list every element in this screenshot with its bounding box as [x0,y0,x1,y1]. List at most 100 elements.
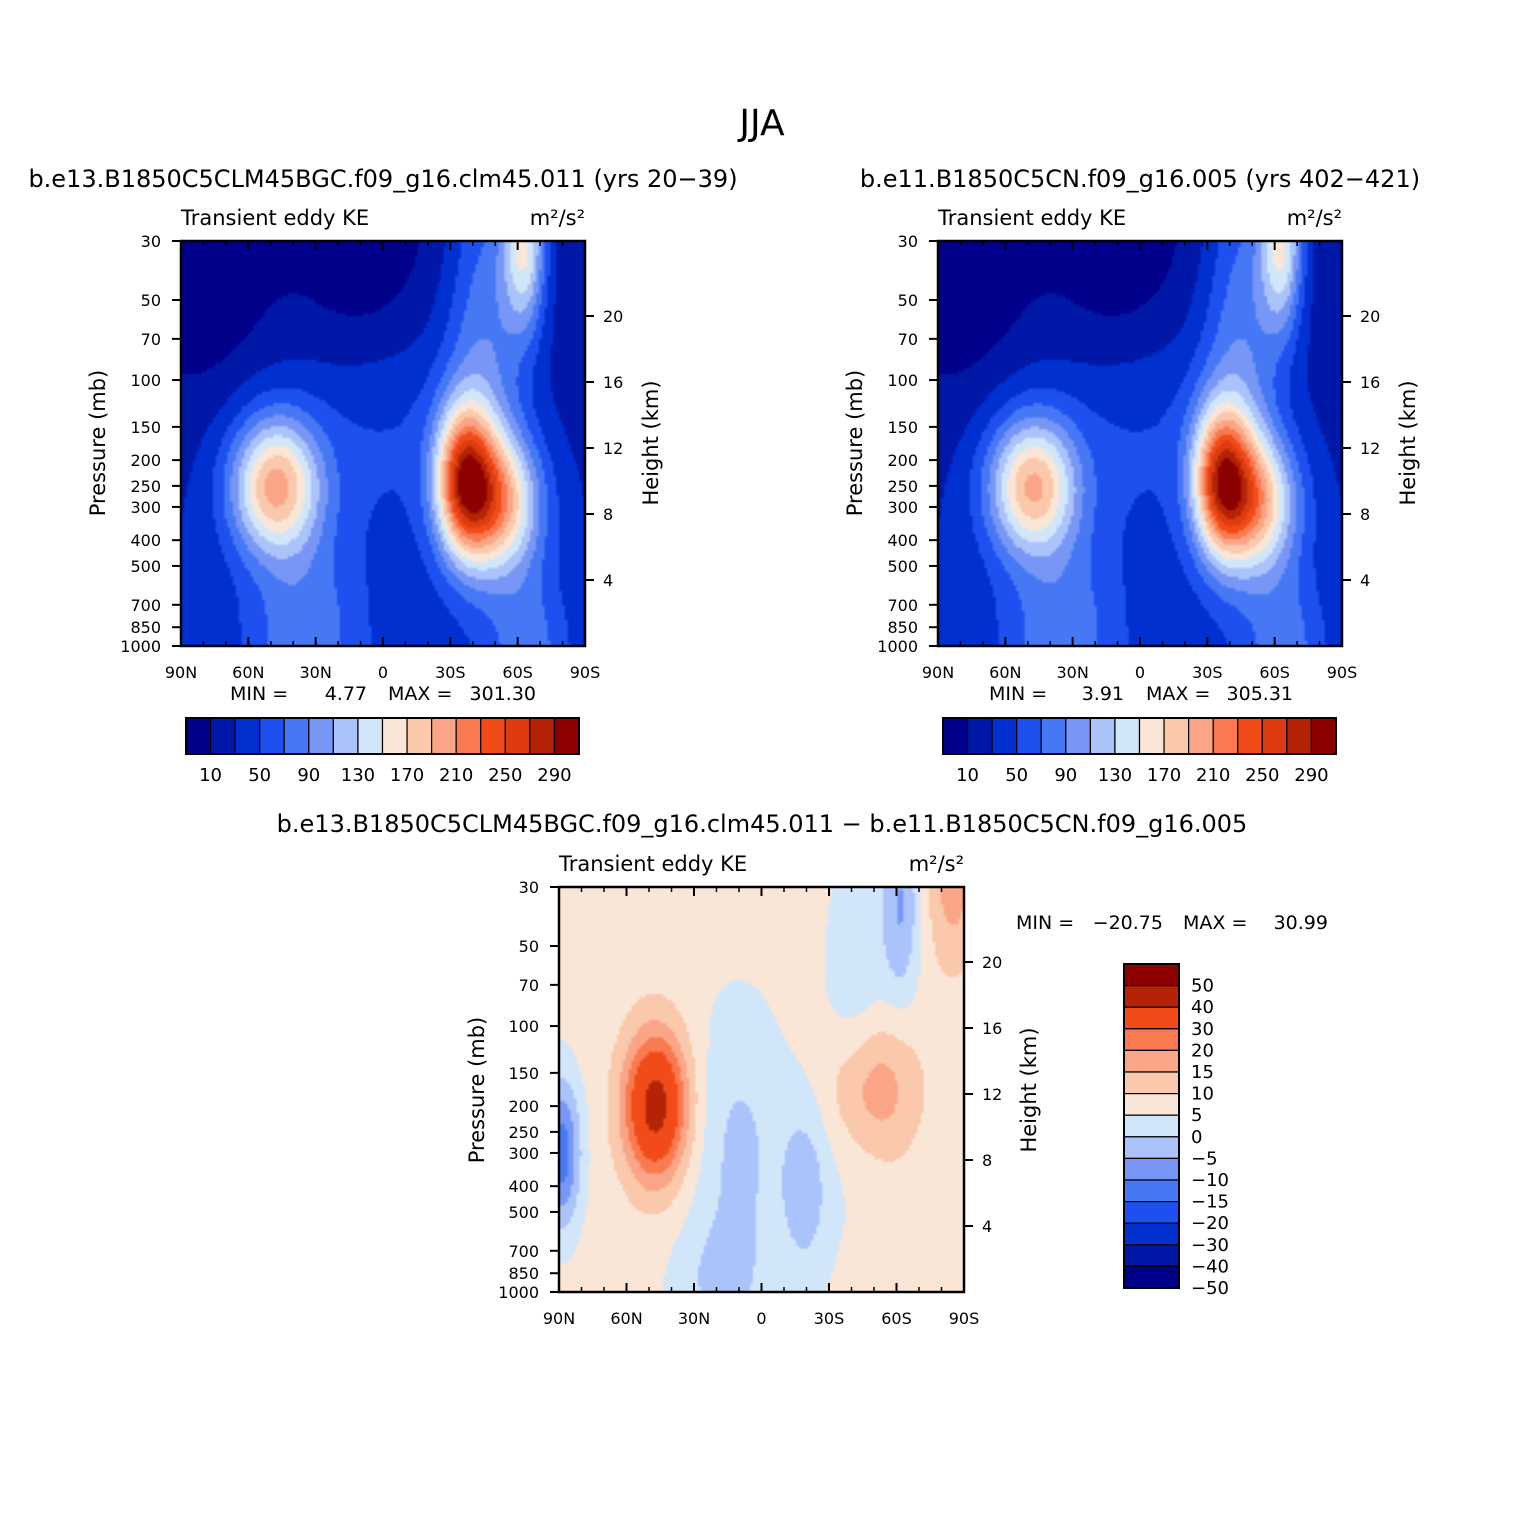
panel-diff-max-value: 30.99 [1274,912,1328,934]
panel-a-max-label: MAX = [388,683,452,705]
panel-b: b.e11.B1850C5CN.f09_g16.005 (yrs 402−421… [843,165,1420,786]
plot-diff-ytick-right-label: 20 [982,953,1002,972]
plot-b-ytick-right-label: 8 [1360,505,1370,524]
plot-b-ytick-label: 500 [887,557,918,576]
plot-diff-xtick-label: 90S [949,1309,980,1328]
cbar-diff-label: 10 [1191,1084,1214,1105]
panel-diff-ylabel: Pressure (mb) [465,1017,489,1164]
cbar-a-box [259,717,285,755]
cbar-diff-frame [1123,963,1180,1289]
cbar-a-box [504,717,531,755]
cbar-a-label: 10 [199,765,222,786]
plot-diff-xtick-label: 60S [881,1309,912,1328]
plot-a-ytick-right-label: 12 [603,439,623,458]
cbar-b-label: 50 [1005,765,1028,786]
cbar-b-label: 10 [956,765,979,786]
panel-diff-left-label: Transient eddy KE [558,852,747,876]
cbar-a-box [455,717,482,755]
cbar-a-label: 170 [390,765,424,786]
cbar-a-box [431,717,457,755]
plot-diff-ytick-right-label: 12 [982,1085,1002,1104]
plot-b-ytick-label: 70 [898,330,918,349]
panel-b-ylabel-right: Height (km) [1396,380,1420,505]
cbar-diff-box [1123,1092,1180,1116]
plot-diff-ytick-label: 200 [508,1097,539,1116]
cbar-diff-label: 0 [1191,1127,1202,1148]
cbar-b-box [1212,717,1239,755]
plot-diff-ytick-label: 250 [508,1123,539,1142]
cbar-diff-label: −15 [1191,1192,1229,1213]
plot-diff-ytick-label: 400 [508,1177,539,1196]
panel-a-colorbar: 10 50 90 130 170 210 250 290 [185,717,580,786]
plot-a-ytick-right-label: 4 [603,571,613,590]
cbar-b-box [1016,717,1042,755]
cbar-b-label: 290 [1294,765,1328,786]
cbar-diff-label: −5 [1191,1148,1218,1169]
panel-b-colorbar: 10 50 90 130 170 210 250 290 [942,717,1337,786]
cbar-diff-box [1123,1114,1180,1138]
plot-b-ytick-label: 700 [887,596,918,615]
plot-a-ytick-label: 850 [130,618,161,637]
cbar-b-box [1040,717,1067,755]
plot-b-ytick-right-label: 4 [1360,571,1370,590]
plot-diff-ytick-label: 30 [519,878,539,897]
plot-a-field [181,241,585,646]
cbar-a-box [529,717,556,755]
cbar-b-box [1163,717,1190,755]
plot-a-xtick-label: 90S [570,663,601,682]
plot-a-ytick-label: 250 [130,477,161,496]
cbar-a-label: 290 [537,765,571,786]
cbar-a-box [357,717,384,755]
cbar-a-label: 90 [297,765,320,786]
cbar-diff-box [1123,1006,1180,1030]
cbar-diff-label: 40 [1191,997,1214,1018]
cbar-a-box [480,717,506,755]
cbar-diff-box [1123,963,1180,987]
cbar-a-label: 210 [439,765,473,786]
cbar-diff-label: −30 [1191,1235,1229,1256]
plot-b-xtick-label: 60N [989,663,1021,682]
plot-b-ytick-label: 100 [887,371,918,390]
plot-b-ytick-label: 30 [898,232,918,251]
panel-b-units: m²/s² [1287,206,1342,230]
cbar-b-box [1310,717,1337,755]
plot-a-ytick-label: 1000 [120,637,161,656]
plot-diff-ytick-label: 500 [508,1203,539,1222]
cbar-b-box [1089,717,1116,755]
cbar-diff-label: 5 [1191,1105,1202,1126]
plot-a-ytick-label: 30 [141,232,161,251]
cbar-diff-label: −40 [1191,1256,1229,1277]
panel-a-max-value: 301.30 [470,683,536,705]
plot-b-xtick-label: 90S [1327,663,1358,682]
plot-a-ytick-right-label: 16 [603,373,623,392]
plot-b-xtick-label: 90N [922,663,954,682]
cbar-b-box [1138,717,1165,755]
panel-b-ylabel: Pressure (mb) [843,370,867,517]
cbar-b-box [1286,717,1313,755]
cbar-a-label: 130 [341,765,375,786]
cbar-a-box [381,717,408,755]
cbar-diff-box [1123,1200,1180,1224]
cbar-diff-box [1123,1222,1180,1246]
cbar-a-box [332,717,359,755]
panel-b-min-value: 3.91 [1082,683,1124,705]
cbar-a-box [308,717,334,755]
plot-diff-ytick-label: 100 [508,1017,539,1036]
plot-b-ytick-label: 400 [887,531,918,550]
plot-a-xtick-label: 30N [300,663,332,682]
plot-a-ytick-right-label: 20 [603,307,623,326]
plot-a-ytick-right-label: 8 [603,505,613,524]
cbar-a-box [553,717,580,755]
plot-b-ytick-label: 1000 [877,637,918,656]
plot-a-ytick-label: 200 [130,451,161,470]
panel-diff-units: m²/s² [909,852,964,876]
panel-a-ylabel-right: Height (km) [639,380,663,505]
plot-a-ytick-label: 50 [141,291,161,310]
cbar-diff-box [1123,1244,1180,1268]
panel-a-title: b.e13.B1850C5CLM45BGC.f09_g16.clm45.011 … [28,165,737,193]
panel-a-contour-plot: 90N 60N 30N 0 30S 60S 90S 30 50 70 100 150 200 250 300… [120,232,623,682]
cbar-a-box [234,717,261,755]
plot-diff-xtick-label: 30S [814,1309,845,1328]
plot-a-ytick-label: 500 [130,557,161,576]
